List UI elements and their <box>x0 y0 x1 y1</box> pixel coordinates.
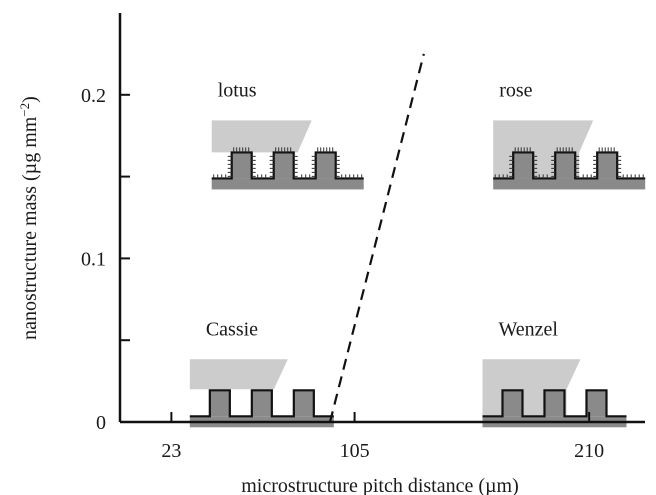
surface-outline-cassie <box>189 389 334 418</box>
structure-lotus <box>211 120 364 190</box>
structures-layer <box>189 120 646 428</box>
regime-label-cassie: Cassie <box>206 318 258 340</box>
pillar-rose-1 <box>555 152 576 179</box>
y-axis-label-close: ) <box>19 96 41 103</box>
x-axis-label: microstructure pitch distance (µm) <box>241 475 519 495</box>
pillar-cassie-2 <box>293 390 314 417</box>
y-tick-label-2: 0.2 <box>81 85 106 107</box>
regime-label-rose: rose <box>499 79 532 101</box>
substrate-base-lotus <box>211 178 364 190</box>
droplet-cassie <box>189 359 288 390</box>
structure-cassie <box>189 359 334 428</box>
droplet-wenzel <box>482 359 581 417</box>
nanostructure-hairs-rose <box>494 147 644 179</box>
y-tick-label-1: 0.1 <box>81 248 106 270</box>
pillar-cassie-0 <box>209 390 230 417</box>
x-tick-label-0: 23 <box>161 440 181 462</box>
y-axis-label: nanostructure mass (µg mm−2) <box>17 96 41 340</box>
pillar-wenzel-0 <box>502 390 523 417</box>
y-axis-label-main: nanostructure mass (µg mm <box>19 116 41 340</box>
dashed-boundary-line-0 <box>328 53 425 423</box>
pillar-lotus-1 <box>273 152 294 179</box>
pillar-cassie-1 <box>251 390 272 417</box>
droplet-rose <box>493 120 594 179</box>
structure-rose <box>493 120 646 190</box>
substrate-base-rose <box>493 178 646 190</box>
pillar-rose-2 <box>597 152 618 179</box>
ticks: 23 105 210 0 0.1 0.2 <box>81 85 604 462</box>
droplet-lotus <box>211 120 312 153</box>
pillar-rose-0 <box>513 152 534 179</box>
axes <box>118 13 645 424</box>
x-tick-label-1: 105 <box>340 440 370 462</box>
pillar-lotus-2 <box>315 152 336 179</box>
x-tick-label-2: 210 <box>574 440 604 462</box>
regime-label-lotus: lotus <box>218 79 257 101</box>
pillar-wenzel-1 <box>544 390 565 417</box>
pillar-lotus-0 <box>231 152 252 179</box>
labels-layer: lotus rose Cassie Wenzel <box>206 79 559 340</box>
nanostructure-hairs-lotus <box>213 147 363 179</box>
series-layer <box>328 53 425 423</box>
pillar-wenzel-2 <box>586 390 607 417</box>
y-axis-label-exponent: −2 <box>17 103 32 117</box>
surface-outline-wenzel <box>482 389 627 418</box>
regime-label-wenzel: Wenzel <box>498 318 558 340</box>
structure-wenzel <box>482 359 627 428</box>
y-tick-label-0: 0 <box>96 412 106 434</box>
